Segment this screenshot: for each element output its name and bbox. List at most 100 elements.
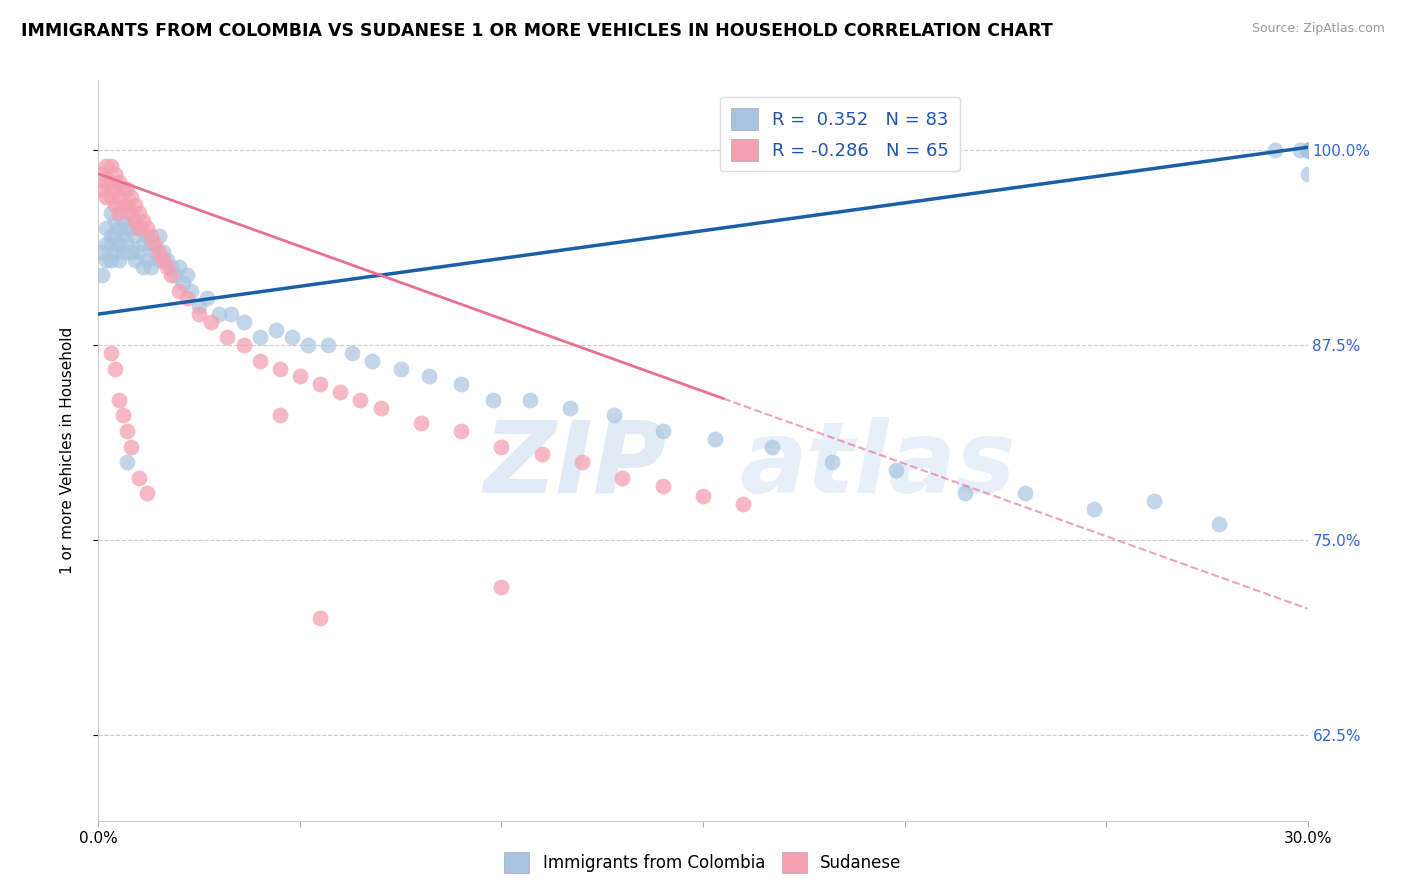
- Point: [115, 206, 138, 220]
- Point: [176, 268, 198, 282]
- Point: [176, 292, 198, 306]
- Point: [100, 346, 122, 360]
- Point: [124, 213, 146, 227]
- Point: [180, 284, 202, 298]
- Point: [1296, 144, 1319, 158]
- Point: [148, 244, 170, 259]
- Point: [111, 198, 134, 212]
- Point: [120, 244, 142, 259]
- Point: [132, 236, 155, 251]
- Point: [172, 276, 194, 290]
- Point: [107, 392, 129, 407]
- Point: [100, 190, 122, 204]
- Legend: Immigrants from Colombia, Sudanese: Immigrants from Colombia, Sudanese: [498, 846, 908, 880]
- Point: [1296, 144, 1319, 158]
- Point: [135, 221, 157, 235]
- Point: [107, 252, 129, 267]
- Point: [103, 167, 125, 181]
- Point: [1143, 494, 1166, 508]
- Point: [135, 486, 157, 500]
- Point: [107, 221, 129, 235]
- Point: [107, 206, 129, 220]
- Point: [1208, 517, 1230, 532]
- Point: [148, 252, 170, 267]
- Text: IMMIGRANTS FROM COLOMBIA VS SUDANESE 1 OR MORE VEHICLES IN HOUSEHOLD CORRELATION: IMMIGRANTS FROM COLOMBIA VS SUDANESE 1 O…: [21, 22, 1053, 40]
- Point: [128, 244, 150, 259]
- Point: [651, 478, 673, 492]
- Point: [152, 252, 174, 267]
- Point: [111, 409, 134, 423]
- Point: [603, 409, 626, 423]
- Point: [692, 490, 714, 504]
- Point: [1296, 167, 1319, 181]
- Text: Source: ZipAtlas.com: Source: ZipAtlas.com: [1251, 22, 1385, 36]
- Point: [571, 455, 593, 469]
- Point: [232, 338, 254, 352]
- Point: [1296, 144, 1319, 158]
- Point: [103, 198, 125, 212]
- Legend: R =  0.352   N = 83, R = -0.286   N = 65: R = 0.352 N = 83, R = -0.286 N = 65: [720, 96, 960, 171]
- Point: [316, 338, 339, 352]
- Point: [115, 198, 138, 212]
- Point: [96, 175, 118, 189]
- Point: [160, 268, 183, 282]
- Point: [530, 447, 553, 461]
- Point: [249, 354, 271, 368]
- Point: [111, 229, 134, 244]
- Point: [491, 580, 513, 594]
- Point: [103, 361, 125, 376]
- Point: [96, 236, 118, 251]
- Point: [409, 416, 432, 430]
- Point: [120, 206, 142, 220]
- Point: [1296, 144, 1319, 158]
- Point: [309, 611, 332, 625]
- Point: [115, 221, 138, 235]
- Point: [103, 244, 125, 259]
- Point: [389, 361, 412, 376]
- Point: [139, 236, 162, 251]
- Point: [96, 190, 118, 204]
- Point: [188, 299, 211, 313]
- Point: [152, 244, 174, 259]
- Point: [100, 236, 122, 251]
- Point: [107, 175, 129, 189]
- Point: [115, 236, 138, 251]
- Point: [124, 229, 146, 244]
- Point: [96, 221, 118, 235]
- Point: [120, 190, 142, 204]
- Point: [264, 323, 287, 337]
- Point: [100, 175, 122, 189]
- Point: [953, 486, 976, 500]
- Point: [135, 229, 157, 244]
- Point: [221, 307, 243, 321]
- Point: [160, 260, 183, 275]
- Point: [148, 229, 170, 244]
- Point: [100, 206, 122, 220]
- Point: [612, 471, 634, 485]
- Point: [100, 159, 122, 173]
- Point: [418, 369, 440, 384]
- Point: [124, 198, 146, 212]
- Point: [103, 229, 125, 244]
- Point: [115, 424, 138, 438]
- Point: [103, 182, 125, 196]
- Point: [1296, 144, 1319, 158]
- Point: [120, 221, 142, 235]
- Point: [128, 221, 150, 235]
- Point: [91, 167, 114, 181]
- Point: [96, 252, 118, 267]
- Point: [249, 330, 271, 344]
- Point: [349, 392, 371, 407]
- Point: [115, 455, 138, 469]
- Point: [135, 252, 157, 267]
- Point: [232, 315, 254, 329]
- Point: [342, 346, 364, 360]
- Point: [269, 361, 291, 376]
- Point: [111, 244, 134, 259]
- Point: [519, 392, 541, 407]
- Point: [288, 369, 311, 384]
- Point: [91, 244, 114, 259]
- Point: [128, 206, 150, 220]
- Point: [482, 392, 505, 407]
- Point: [297, 338, 319, 352]
